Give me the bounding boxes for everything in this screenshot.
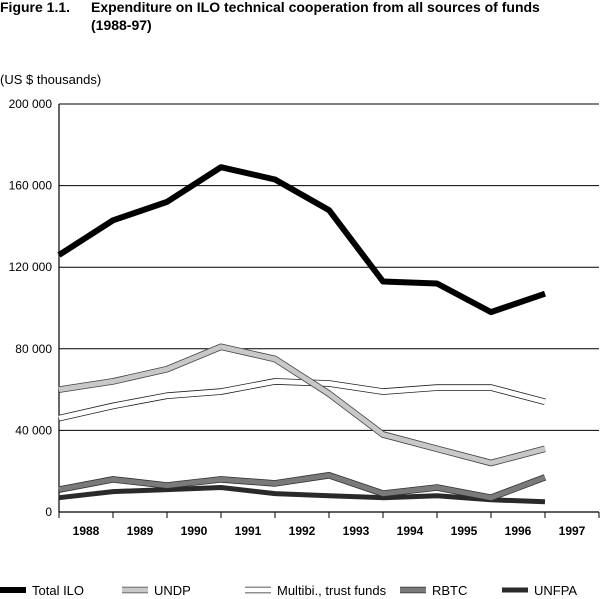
series-line [57, 164, 546, 316]
series-line [58, 472, 546, 501]
legend-item: Multibi., trust funds [245, 583, 387, 598]
series-line [58, 344, 546, 466]
gridlines [59, 103, 599, 431]
x-tick-label: 1997 [559, 524, 586, 538]
y-tick-label: 200 000 [9, 97, 53, 111]
y-tick-label: 120 000 [9, 260, 53, 274]
x-tick-label: 1995 [451, 524, 478, 538]
x-tick-labels: 1988 1989 1990 1991 1992 1993 1994 1995 1996 1997 [73, 524, 586, 538]
x-tick-label: 1996 [505, 524, 532, 538]
legend-item: Total ILO [0, 583, 84, 598]
figure-title-line2: (1988-97) [91, 17, 152, 33]
x-tick-label: 1989 [127, 524, 154, 538]
legend-item: RBTC [400, 583, 467, 598]
series-unfpa [58, 485, 546, 505]
x-tick-label: 1990 [181, 524, 208, 538]
series-lines [57, 164, 547, 505]
y-tick-label: 80 000 [15, 342, 52, 356]
y-axis-unit-label: (US $ thousands) [0, 72, 101, 87]
legend-label: UNFPA [534, 583, 577, 598]
figure-title-line1: Expenditure on ILO technical cooperation… [91, 0, 540, 15]
legend: Total ILO UNDP Multibi., trust funds RBTC UN… [0, 583, 577, 598]
y-tick-label: 40 000 [15, 423, 52, 437]
x-tick-label: 1991 [235, 524, 262, 538]
x-tick-label: 1988 [73, 524, 100, 538]
y-tick-label: 0 [45, 505, 52, 519]
series-total-ilo [57, 164, 546, 316]
y-tick-label: 160 000 [9, 179, 53, 193]
figure-number: Figure 1.1. [0, 0, 70, 15]
y-tick-labels: 0 40 000 80 000 120 000 160 000 200 000 [9, 97, 53, 519]
legend-label: Multibi., trust funds [277, 583, 387, 598]
legend-item: UNFPA [502, 583, 577, 598]
legend-label: UNDP [154, 583, 191, 598]
series-rbtc [58, 472, 547, 501]
series-line [58, 378, 546, 421]
series-undp [58, 343, 546, 467]
x-tick-label: 1993 [343, 524, 370, 538]
legend-label: RBTC [432, 583, 467, 598]
series-multibi-trust-funds [58, 378, 546, 422]
legend-label: Total ILO [32, 583, 84, 598]
axes [58, 104, 600, 518]
x-tick-label: 1992 [289, 524, 316, 538]
series-line [58, 485, 546, 505]
legend-item: UNDP [122, 583, 191, 598]
x-tick-label: 1994 [397, 524, 424, 538]
